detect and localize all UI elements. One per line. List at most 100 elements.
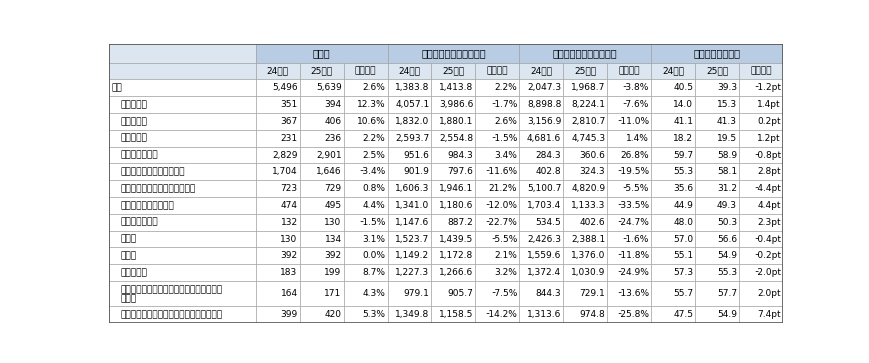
Text: 495: 495 [324, 201, 342, 210]
Bar [474, 231, 519, 248]
Text: 41.1: 41.1 [673, 117, 693, 126]
Text: 4,820.9: 4,820.9 [570, 184, 605, 193]
Bar [299, 113, 343, 130]
Bar [431, 264, 474, 281]
Bar [299, 214, 343, 231]
Text: インターネット附隨サービス業: インターネット附隨サービス業 [121, 184, 196, 193]
Bar [694, 130, 738, 147]
Text: 労働生産性（万円／人）: 労働生産性（万円／人） [421, 48, 485, 58]
Bar [431, 197, 474, 214]
Text: 1,646: 1,646 [315, 167, 342, 176]
Text: 1,349.8: 1,349.8 [395, 310, 429, 319]
Text: 55.3: 55.3 [673, 167, 693, 176]
Text: 134: 134 [324, 234, 342, 244]
Text: 887.2: 887.2 [448, 218, 473, 227]
Text: 21.2%: 21.2% [488, 184, 517, 193]
Text: 1,703.4: 1,703.4 [527, 201, 561, 210]
Bar [109, 264, 255, 281]
Text: 199: 199 [324, 268, 342, 277]
Bar [387, 130, 431, 147]
Text: 59.7: 59.7 [673, 151, 693, 159]
Text: 2,554.8: 2,554.8 [439, 134, 473, 143]
Bar [519, 96, 562, 113]
Text: 2.3pt: 2.3pt [757, 218, 780, 227]
Text: ╶14.2%: ╶14.2% [483, 310, 517, 319]
Bar [562, 231, 607, 248]
Bar [255, 264, 299, 281]
Bar [607, 248, 650, 264]
Text: ╶4.4pt: ╶4.4pt [751, 184, 780, 193]
Text: ╶33.5%: ╶33.5% [614, 201, 648, 210]
Bar [255, 79, 299, 96]
Bar [519, 79, 562, 96]
Text: ╶5.5%: ╶5.5% [488, 234, 517, 244]
Bar [387, 79, 431, 96]
Text: 402.8: 402.8 [535, 167, 561, 176]
Bar [387, 281, 431, 306]
Bar [562, 96, 607, 113]
Text: ╶24.9%: ╶24.9% [614, 268, 648, 277]
Bar [694, 231, 738, 248]
Bar [431, 214, 474, 231]
Bar [255, 197, 299, 214]
Bar [607, 130, 650, 147]
Text: 2,593.7: 2,593.7 [395, 134, 429, 143]
Bar [519, 281, 562, 306]
Bar [343, 248, 387, 264]
Text: 57.7: 57.7 [716, 289, 736, 298]
Bar [109, 231, 255, 248]
Text: ╶0.8pt: ╶0.8pt [751, 151, 780, 159]
Bar [607, 79, 650, 96]
Text: 0.2pt: 0.2pt [757, 117, 780, 126]
Bar [431, 147, 474, 163]
Text: 35.6: 35.6 [673, 184, 693, 193]
Text: 1,341.0: 1,341.0 [395, 201, 429, 210]
Bar [474, 281, 519, 306]
Text: 出版業: 出版業 [121, 251, 136, 260]
Bar [738, 79, 782, 96]
Bar [255, 130, 299, 147]
Text: 474: 474 [281, 201, 297, 210]
Text: 2.5%: 2.5% [362, 151, 385, 159]
Text: ╶7.5%: ╶7.5% [488, 289, 517, 298]
Text: 情報処理・提供サービス業: 情報処理・提供サービス業 [121, 167, 185, 176]
Bar [519, 248, 562, 264]
Text: 1,266.6: 1,266.6 [439, 268, 473, 277]
Text: 4.3%: 4.3% [362, 289, 385, 298]
Bar [562, 63, 607, 79]
Text: 1,704: 1,704 [272, 167, 297, 176]
Bar [255, 113, 299, 130]
Bar [387, 96, 431, 113]
Bar [299, 163, 343, 180]
Text: 729: 729 [324, 184, 342, 193]
Text: 1,149.2: 1,149.2 [395, 251, 429, 260]
Bar [387, 306, 431, 323]
Text: 14.0: 14.0 [673, 100, 693, 109]
Text: 399: 399 [280, 310, 297, 319]
Text: 前年度差: 前年度差 [749, 67, 771, 76]
Bar [607, 214, 650, 231]
Text: 392: 392 [324, 251, 342, 260]
Bar [474, 306, 519, 323]
Text: 44.9: 44.9 [673, 201, 693, 210]
Bar [650, 264, 694, 281]
Text: 3.1%: 3.1% [362, 234, 385, 244]
Bar [519, 147, 562, 163]
Text: 979.1: 979.1 [403, 289, 429, 298]
Text: 映像情報制作・配給業: 映像情報制作・配給業 [121, 201, 175, 210]
Text: ╶3.8%: ╶3.8% [620, 83, 648, 92]
Bar [650, 197, 694, 214]
Text: ╶13.6%: ╶13.6% [614, 289, 648, 298]
Text: 55.1: 55.1 [673, 251, 693, 260]
Bar [650, 130, 694, 147]
Bar [650, 231, 694, 248]
Text: 1,413.8: 1,413.8 [439, 83, 473, 92]
Text: 24年度: 24年度 [398, 67, 420, 76]
Text: ╶1.7%: ╶1.7% [488, 100, 517, 109]
Bar [343, 281, 387, 306]
Bar [519, 214, 562, 231]
Bar [474, 264, 519, 281]
Bar [562, 180, 607, 197]
Text: 2.1%: 2.1% [494, 251, 517, 260]
Text: 3,156.9: 3,156.9 [527, 117, 561, 126]
